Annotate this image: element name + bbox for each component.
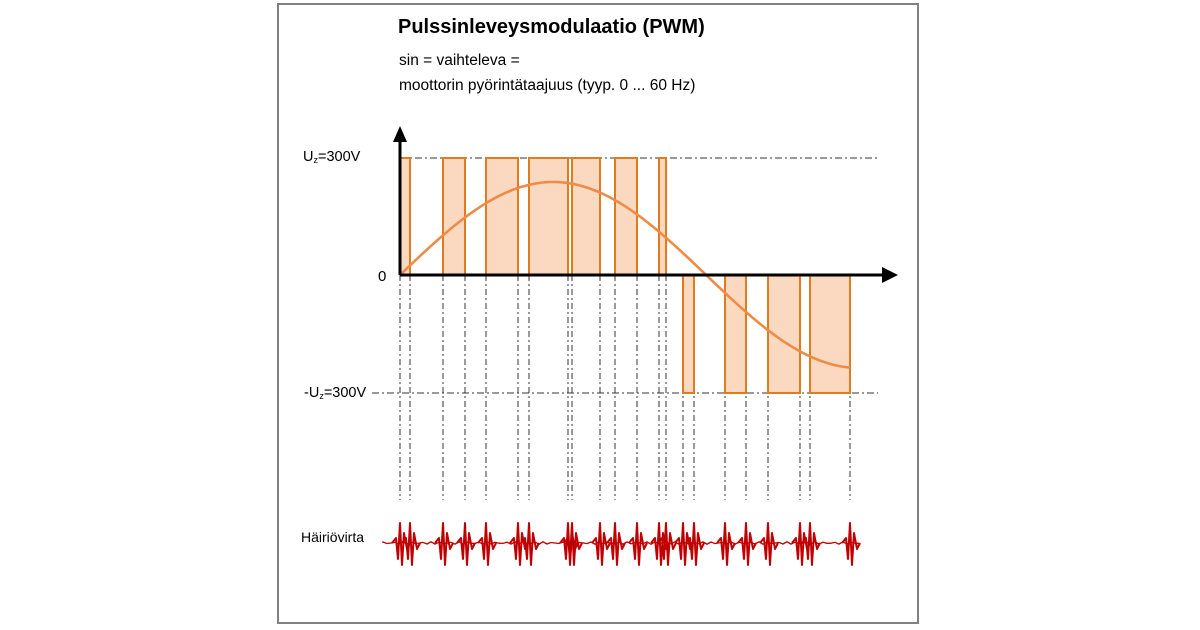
- guide-lines: [372, 157, 878, 500]
- noise-current-label: Häiriövirta: [301, 529, 365, 545]
- negative-voltage-label: -Uz=300V: [304, 385, 366, 401]
- noise-spike: [456, 522, 476, 566]
- noise-spike: [737, 522, 757, 566]
- diagram-title: Pulssinleveysmodulaatio (PWM): [398, 16, 705, 38]
- positive-pulse: [485, 157, 519, 276]
- noise-spike: [759, 522, 779, 566]
- neg-uz-label-suffix: =300V: [323, 385, 367, 401]
- noise-current-waveform: [382, 522, 861, 566]
- noise-spike: [434, 522, 454, 566]
- noise-spike: [674, 522, 694, 566]
- pwm-pulses: [399, 157, 851, 394]
- negative-pulse: [724, 274, 747, 394]
- voltage-axis-arrow: [393, 126, 407, 142]
- negative-pulse: [682, 274, 695, 394]
- uz-label-prefix: U: [303, 149, 314, 165]
- positive-pulse: [442, 157, 466, 276]
- noise-spike: [401, 522, 421, 566]
- time-axis-arrow: [882, 267, 898, 283]
- noise-spike: [509, 522, 529, 566]
- zero-label: 0: [378, 268, 387, 285]
- positive-pulse: [528, 157, 569, 276]
- noise-spike: [591, 522, 611, 566]
- positive-pulse: [571, 157, 601, 276]
- uz-label-suffix: =300V: [317, 149, 361, 165]
- noise-spike: [628, 522, 648, 566]
- sine-wave: [399, 180, 851, 369]
- positive-pulse: [614, 157, 638, 276]
- positive-pulse: [658, 157, 667, 276]
- noise-spike: [477, 522, 497, 566]
- subtitle-line-2: moottorin pyörintätaajuus (tyyp. 0 ... 6…: [399, 77, 696, 94]
- noise-spike: [801, 522, 821, 566]
- noise-spike: [657, 522, 677, 566]
- subtitle-line-1: sin = vaihteleva =: [399, 52, 520, 69]
- noise-spike: [563, 522, 583, 566]
- noise-spike: [841, 522, 861, 566]
- noise-spike: [606, 522, 626, 566]
- neg-uz-label-subscript: z: [319, 391, 324, 401]
- neg-uz-label-prefix: -U: [304, 385, 320, 401]
- positive-voltage-label: Uz=300V: [303, 149, 360, 165]
- negative-pulse: [767, 274, 801, 394]
- modulating-sine-curve: [399, 180, 851, 369]
- negative-pulse: [809, 274, 851, 394]
- noise-spike: [716, 522, 736, 566]
- noise-spike: [520, 522, 540, 566]
- uz-label-subscript: z: [313, 155, 318, 165]
- axes: [393, 126, 898, 283]
- noise-spike: [685, 522, 705, 566]
